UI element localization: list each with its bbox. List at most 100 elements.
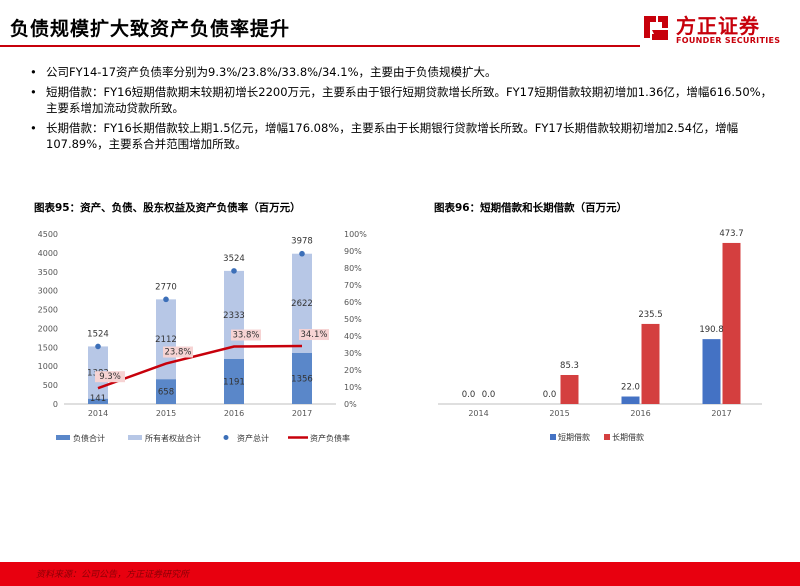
bullet-item: • 长期借款：FY16长期借款较上期1.5亿元，增幅176.08%，主要系由于长… (30, 120, 780, 152)
founder-logo-icon (644, 16, 668, 40)
total-assets-point (299, 250, 305, 257)
short-term-borrowing-bar (621, 396, 640, 404)
y2-tick-label: 0% (344, 400, 357, 409)
short-term-value-label: 0.0 (462, 390, 476, 400)
legend-label: 资产负债率 (310, 433, 350, 443)
logo-chinese-text: 方正证券 (676, 14, 760, 38)
total-assets-label: 1524 (87, 329, 109, 339)
y2-tick-label: 60% (344, 298, 362, 307)
equity-label: 2112 (155, 335, 177, 345)
company-logo: 方正证券 FOUNDER SECURITIES (642, 12, 792, 50)
y2-tick-label: 20% (344, 366, 362, 375)
x-tick-label: 2016 (630, 409, 650, 418)
long-term-value-label: 0.0 (482, 390, 496, 400)
legend-swatch (604, 434, 610, 440)
liability-label: 1356 (291, 374, 313, 384)
y2-tick-label: 30% (344, 349, 362, 358)
bullet-list: • 公司FY14-17资产负债率分别为9.3%/23.8%/33.8%/34.1… (30, 64, 780, 156)
legend-label: 长期借款 (612, 432, 644, 442)
y2-tick-label: 40% (344, 332, 362, 341)
long-term-value-label: 85.3 (560, 361, 579, 371)
title-divider (0, 45, 640, 47)
y-tick-label: 3000 (38, 287, 58, 296)
y2-tick-label: 80% (344, 264, 362, 273)
long-term-value-label: 473.7 (719, 229, 743, 239)
x-tick-label: 2014 (468, 409, 488, 418)
left-chart-title: 图表95：资产、负债、股东权益及资产负债率（百万元） (34, 202, 301, 214)
bullet-marker: • (30, 65, 37, 79)
bullet-item: • 公司FY14-17资产负债率分别为9.3%/23.8%/33.8%/34.1… (30, 64, 780, 80)
legend-swatch (128, 435, 142, 440)
source-note: 资料来源：公司公告，方正证券研究所 (36, 570, 190, 580)
right-chart-title: 图表96：短期借款和长期借款（百万元） (434, 202, 628, 214)
debt-ratio-line (97, 344, 303, 390)
liability-label: 658 (158, 388, 174, 398)
liability-label: 1191 (223, 378, 245, 388)
y2-tick-label: 90% (344, 247, 362, 256)
y2-tick-label: 10% (344, 383, 362, 392)
legend-label: 资产总计 (237, 433, 269, 443)
logo-english-text: FOUNDER SECURITIES (676, 36, 781, 45)
y-tick-label: 500 (43, 381, 58, 390)
x-tick-label: 2015 (549, 409, 569, 418)
y2-tick-label: 70% (344, 281, 362, 290)
y-tick-label: 1500 (38, 343, 58, 352)
short-term-value-label: 0.0 (543, 390, 557, 400)
x-tick-label: 2015 (156, 409, 176, 418)
debt-ratio-label-bg (95, 371, 125, 383)
footer-bar: 资料来源：公司公告，方正证券研究所 (0, 562, 800, 586)
x-tick-label: 2014 (88, 409, 108, 418)
y-tick-label: 0 (53, 400, 58, 409)
page-title: 负债规模扩大致资产负债率提升 (10, 18, 291, 40)
y-tick-label: 4500 (38, 230, 58, 239)
debt-ratio-label: 34.1% (300, 330, 327, 340)
bullet-text: 短期借款：FY16短期借款期末较期初增长2200万元，主要系由于银行短期贷款增长… (46, 85, 773, 115)
debt-ratio-label: 33.8% (232, 331, 259, 341)
legend-label: 负债合计 (73, 433, 105, 443)
bullet-marker: • (30, 85, 37, 99)
total-assets-point (231, 268, 237, 274)
equity-bar (156, 299, 176, 380)
y2-tick-label: 100% (344, 230, 367, 239)
x-tick-label: 2016 (224, 409, 244, 418)
short-term-borrowing-bar (702, 339, 721, 404)
short-term-value-label: 22.0 (621, 383, 640, 393)
y-tick-label: 4000 (38, 249, 58, 258)
legend-label: 所有者权益合计 (145, 433, 201, 443)
long-term-borrowing-bar (560, 374, 579, 404)
debt-ratio-label: 9.3% (99, 372, 121, 382)
total-assets-label: 3978 (291, 237, 313, 247)
debt-ratio-label-bg (231, 329, 261, 341)
short-term-value-label: 190.8 (699, 325, 723, 335)
y-tick-label: 2000 (38, 324, 58, 333)
total-assets-label: 2770 (155, 282, 177, 292)
x-tick-label: 2017 (292, 409, 312, 418)
long-term-borrowing-bar (641, 323, 660, 404)
long-term-value-label: 235.5 (638, 310, 662, 320)
long-term-borrowing-bar (722, 242, 741, 404)
bullet-marker: • (30, 121, 37, 135)
debt-ratio-label-bg (163, 346, 193, 358)
liability-label: 141 (90, 394, 106, 404)
assets-liabilities-chart: 0 500 1000 1500 2000 2500 3000 3500 4000 4500 0% 10… (38, 230, 368, 443)
legend-label: 短期借款 (558, 432, 590, 442)
liability-bar (88, 398, 108, 404)
bullet-item: • 短期借款：FY16短期借款期末较期初增长2200万元，主要系由于银行短期贷款… (30, 84, 780, 116)
debt-ratio-label: 23.8% (164, 348, 191, 358)
equity-label: 2333 (223, 311, 245, 321)
y-tick-label: 1000 (38, 362, 58, 371)
liability-bar (156, 379, 176, 404)
equity-bar (292, 253, 312, 353)
bullet-text: 长期借款：FY16长期借款较上期1.5亿元，增幅176.08%，主要系由于长期银… (46, 121, 739, 151)
total-assets-point (163, 296, 169, 303)
y-tick-label: 2500 (38, 306, 58, 315)
equity-label: 2622 (291, 299, 313, 309)
total-assets-label: 3524 (223, 254, 245, 264)
y2-tick-label: 50% (344, 315, 362, 324)
debt-ratio-label-bg (299, 329, 329, 341)
borrowings-chart: 0.0 0.0 2014 0.0 85.3 2015 22.0 235.5 2016 190.8 4… (438, 229, 762, 442)
liability-bar (292, 352, 312, 404)
legend-swatch (550, 434, 556, 440)
legend-swatch (223, 435, 229, 440)
total-assets-point (95, 343, 101, 350)
